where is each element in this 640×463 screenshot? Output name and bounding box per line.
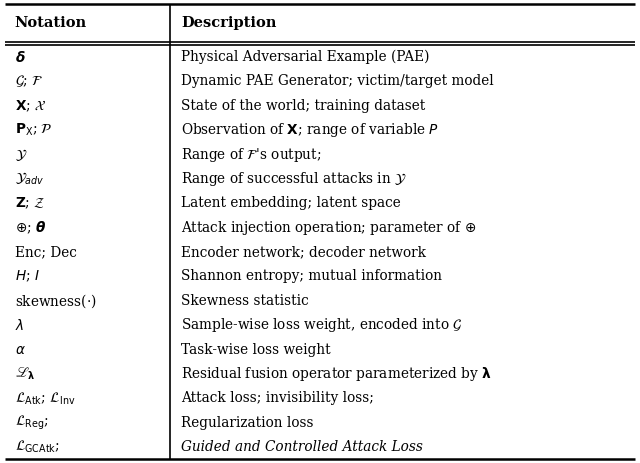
Text: $\boldsymbol{\delta}$: $\boldsymbol{\delta}$: [15, 50, 26, 65]
Text: Description: Description: [181, 16, 276, 30]
Text: Range of $\mathcal{F}$'s output;: Range of $\mathcal{F}$'s output;: [181, 145, 321, 163]
Text: $\mathcal{G}$; $\mathcal{F}$: $\mathcal{G}$; $\mathcal{F}$: [15, 74, 44, 89]
Text: $\mathbf{X}$; $\mathcal{X}$: $\mathbf{X}$; $\mathcal{X}$: [15, 98, 46, 113]
Text: Shannon entropy; mutual information: Shannon entropy; mutual information: [181, 269, 442, 283]
Text: Dynamic PAE Generator; victim/target model: Dynamic PAE Generator; victim/target mod…: [181, 75, 494, 88]
Text: Skewness statistic: Skewness statistic: [181, 294, 309, 308]
Text: Attack loss; invisibility loss;: Attack loss; invisibility loss;: [181, 391, 374, 406]
Text: $\mathcal{Y}_{adv}$: $\mathcal{Y}_{adv}$: [15, 171, 44, 187]
Text: $\oplus$; $\boldsymbol{\theta}$: $\oplus$; $\boldsymbol{\theta}$: [15, 219, 46, 236]
Text: $\mathbf{P}_{\mathrm{X}}$; $\mathcal{P}$: $\mathbf{P}_{\mathrm{X}}$; $\mathcal{P}$: [15, 122, 52, 138]
Text: Notation: Notation: [15, 16, 87, 30]
Text: Task-wise loss weight: Task-wise loss weight: [181, 343, 331, 357]
Text: $\lambda$: $\lambda$: [15, 318, 24, 333]
Text: $\alpha$: $\alpha$: [15, 343, 26, 357]
Text: Sample-wise loss weight, encoded into $\mathcal{G}$: Sample-wise loss weight, encoded into $\…: [181, 316, 463, 334]
Text: Attack injection operation; parameter of $\oplus$: Attack injection operation; parameter of…: [181, 219, 476, 237]
Text: $\mathcal{L}_{\mathrm{Reg}}$;: $\mathcal{L}_{\mathrm{Reg}}$;: [15, 413, 49, 432]
Text: Encoder network; decoder network: Encoder network; decoder network: [181, 245, 426, 259]
Text: $\mathcal{Y}$: $\mathcal{Y}$: [15, 147, 27, 163]
Text: $\mathcal{L}_{\mathrm{Atk}}$; $\mathcal{L}_{\mathrm{Inv}}$: $\mathcal{L}_{\mathrm{Atk}}$; $\mathcal{…: [15, 390, 75, 407]
Text: Range of successful attacks in $\mathcal{Y}$: Range of successful attacks in $\mathcal…: [181, 170, 407, 188]
Text: $H$; $I$: $H$; $I$: [15, 269, 40, 284]
Text: $\mathbf{Z}$; $\mathcal{Z}$: $\mathbf{Z}$; $\mathcal{Z}$: [15, 196, 45, 211]
Text: skewness($\cdot$): skewness($\cdot$): [15, 292, 97, 310]
Text: Regularization loss: Regularization loss: [181, 416, 314, 430]
Text: Guided and Controlled Attack Loss: Guided and Controlled Attack Loss: [181, 440, 423, 454]
Text: Latent embedding; latent space: Latent embedding; latent space: [181, 196, 401, 210]
Text: $\mathscr{L}_{\boldsymbol{\lambda}}$: $\mathscr{L}_{\boldsymbol{\lambda}}$: [15, 366, 35, 382]
Text: Physical Adversarial Example (PAE): Physical Adversarial Example (PAE): [181, 50, 429, 64]
Text: State of the world; training dataset: State of the world; training dataset: [181, 99, 426, 113]
Text: Residual fusion operator parameterized by $\boldsymbol{\lambda}$: Residual fusion operator parameterized b…: [181, 365, 492, 383]
Text: Enc; Dec: Enc; Dec: [15, 245, 77, 259]
Text: $\mathcal{L}_{\mathrm{GCAtk}}$;: $\mathcal{L}_{\mathrm{GCAtk}}$;: [15, 439, 60, 455]
Text: Observation of $\mathbf{X}$; range of variable $P$: Observation of $\mathbf{X}$; range of va…: [181, 121, 439, 139]
